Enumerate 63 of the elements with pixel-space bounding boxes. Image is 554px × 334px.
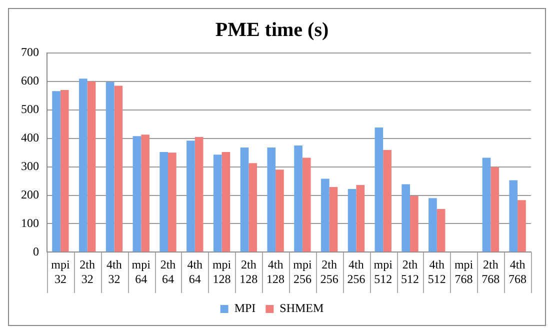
bar: [60, 90, 69, 252]
legend-label: MPI: [234, 301, 256, 316]
y-tick-label: 0: [33, 244, 39, 258]
bar: [329, 187, 338, 252]
bar: [222, 152, 230, 252]
bar: [114, 86, 123, 252]
x-tick-label: mpi 768: [454, 258, 474, 286]
x-tick-label: 2th 128: [240, 258, 258, 286]
bar: [436, 208, 446, 252]
bar: [186, 140, 195, 252]
y-tick-label: 300: [21, 158, 39, 173]
bar: [160, 152, 168, 252]
x-tick-label: 2th 64: [160, 258, 176, 286]
x-tick-label: 4th 64: [187, 258, 203, 286]
y-tick-label: 600: [21, 74, 39, 88]
bar: [168, 152, 176, 252]
bar: [321, 178, 330, 252]
y-tick-label: 700: [21, 45, 39, 60]
bar: [141, 134, 150, 252]
y-tick-label: 100: [21, 216, 39, 230]
bar: [194, 136, 204, 252]
bar: [294, 145, 302, 252]
bar: [79, 78, 88, 252]
bar: [132, 136, 142, 252]
bar: [267, 147, 276, 252]
bar: [356, 185, 365, 252]
bar: [482, 158, 491, 252]
bar: [240, 147, 249, 252]
x-tick-label: 4th 32: [106, 258, 122, 286]
x-tick-label: 2th 256: [320, 258, 338, 286]
chart-title: PME time (s): [215, 19, 329, 42]
bar: [490, 167, 499, 252]
x-tick-label: mpi 32: [51, 258, 70, 286]
bar: [383, 150, 392, 252]
x-tick-label: mpi 64: [132, 258, 152, 286]
x-tick-label: 4th 256: [347, 258, 366, 286]
bar: [348, 189, 356, 252]
x-tick-label: 2th 768: [482, 258, 500, 286]
y-tick-label: 500: [21, 102, 39, 116]
x-tick-label: mpi 128: [212, 258, 232, 286]
bar: [213, 154, 222, 252]
bar: [402, 184, 410, 252]
bar: [410, 196, 418, 252]
x-tick-label: 4th 128: [266, 258, 285, 286]
bar: [276, 170, 284, 252]
y-tick-label: 400: [21, 130, 39, 145]
bar: [509, 180, 518, 252]
x-tick-label: 2th 512: [401, 258, 419, 286]
bar: [428, 198, 437, 252]
x-tick-label: 2th 32: [80, 258, 96, 286]
x-tick-label: mpi 512: [374, 258, 394, 286]
x-tick-label: 4th 768: [508, 258, 527, 286]
bar: [87, 81, 96, 252]
bar: [302, 158, 311, 252]
x-tick-label: 4th 512: [428, 258, 446, 286]
bar: [106, 82, 114, 252]
bar: [52, 91, 60, 252]
bar: [374, 128, 384, 252]
x-tick-label: mpi 256: [293, 258, 312, 286]
legend-label: SHMEM: [280, 301, 324, 316]
y-tick-label: 200: [21, 187, 39, 202]
bar: [248, 163, 257, 252]
bar: [518, 200, 526, 252]
